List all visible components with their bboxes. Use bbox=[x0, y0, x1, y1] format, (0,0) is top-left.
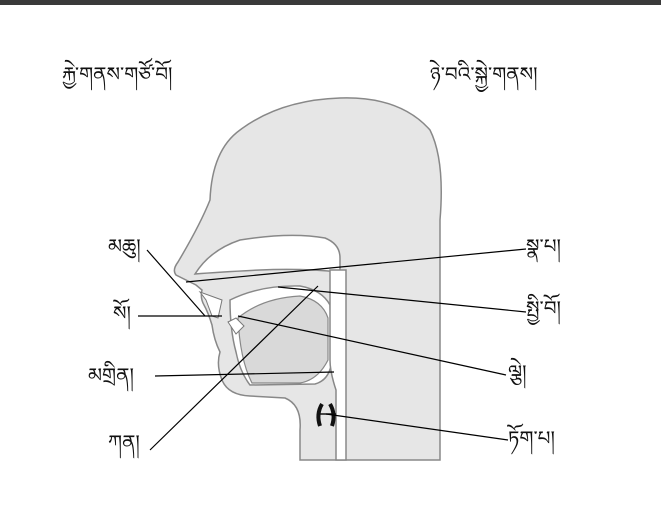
pointer-nose bbox=[185, 248, 527, 283]
label-throat: མགྲིན། bbox=[88, 363, 134, 387]
pharynx bbox=[329, 269, 347, 461]
pointer-lines bbox=[138, 248, 527, 451]
pointer-hard-palate bbox=[277, 286, 527, 313]
tongue bbox=[237, 295, 329, 384]
top-border bbox=[0, 0, 661, 5]
label-tongue: ལྕེ། bbox=[508, 360, 527, 384]
heading-left: རྐྱེ་གནས་གཙོ་བོ། bbox=[62, 62, 173, 86]
label-hard-palate: སྤྱི་བོ། bbox=[526, 296, 561, 320]
nasal-cavity bbox=[193, 234, 341, 275]
pointer-tongue bbox=[237, 315, 507, 376]
pointer-palate-back bbox=[149, 285, 319, 451]
pointer-lips bbox=[146, 249, 206, 317]
label-teeth: སོ། bbox=[113, 301, 131, 325]
lower-teeth bbox=[227, 317, 245, 335]
heading-right: ཉེ་བའི་སྐྱེ་གནས། bbox=[430, 62, 538, 86]
pointer-larynx bbox=[325, 413, 509, 441]
upper-teeth bbox=[198, 290, 223, 319]
label-palate: ཀན། bbox=[108, 430, 140, 454]
label-nose: སྣ་པ། bbox=[526, 234, 561, 258]
pointer-glottis bbox=[154, 371, 335, 377]
label-lips: མཆུ། bbox=[108, 234, 141, 258]
label-larynx: ཏོག་པ། bbox=[508, 426, 555, 450]
